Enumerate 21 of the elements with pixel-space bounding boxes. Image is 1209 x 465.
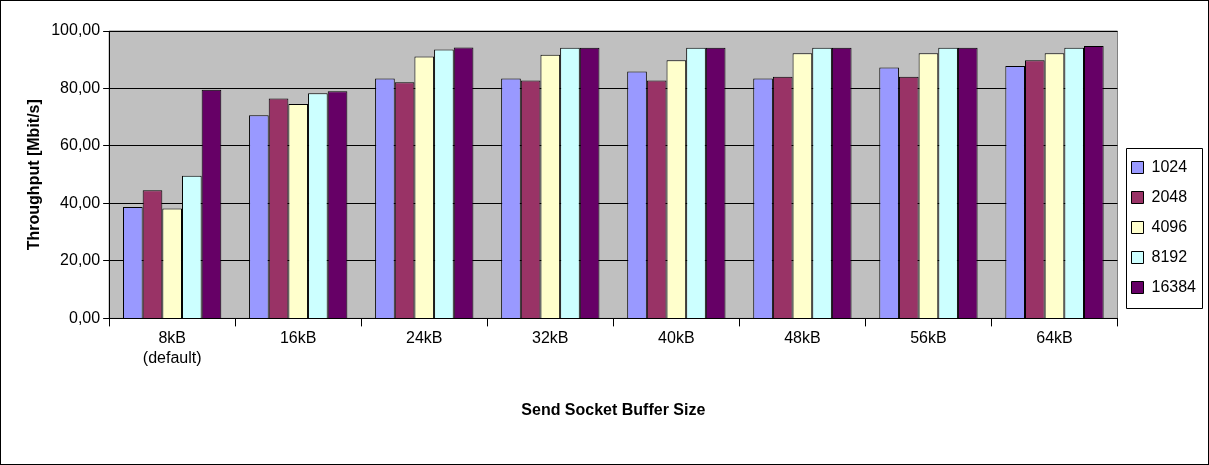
y-tick-label: 0,00 (69, 308, 101, 326)
y-tick-label: 80,00 (60, 78, 101, 96)
x-tick-label: 32kB (532, 329, 569, 347)
x-tick-label: 64kB (1036, 329, 1073, 347)
y-tick-label: 60,00 (60, 136, 101, 154)
x-tick-label: 24kB (406, 329, 443, 347)
x-tick-label: 8kB (default) (142, 329, 202, 366)
y-tick-label: 20,00 (60, 251, 101, 269)
x-tick-label: 56kB (910, 329, 947, 347)
x-tick-label: 40kB (658, 329, 695, 347)
legend-label: 4096 (1151, 217, 1188, 235)
legend-label: 8192 (1151, 247, 1188, 265)
y-axis-title: Throughput [Mbit/s] (25, 99, 43, 251)
y-tick-label: 40,00 (60, 193, 101, 211)
x-tick-label: 48kB (784, 329, 821, 347)
y-tick-label: 100,00 (51, 21, 101, 39)
legend-label: 1024 (1151, 157, 1188, 175)
x-tick-label: 16kB (279, 329, 317, 347)
legend-label: 2048 (1151, 187, 1188, 205)
legend-label: 16384 (1151, 277, 1197, 295)
x-axis-title: Send Socket Buffer Size (521, 400, 706, 418)
